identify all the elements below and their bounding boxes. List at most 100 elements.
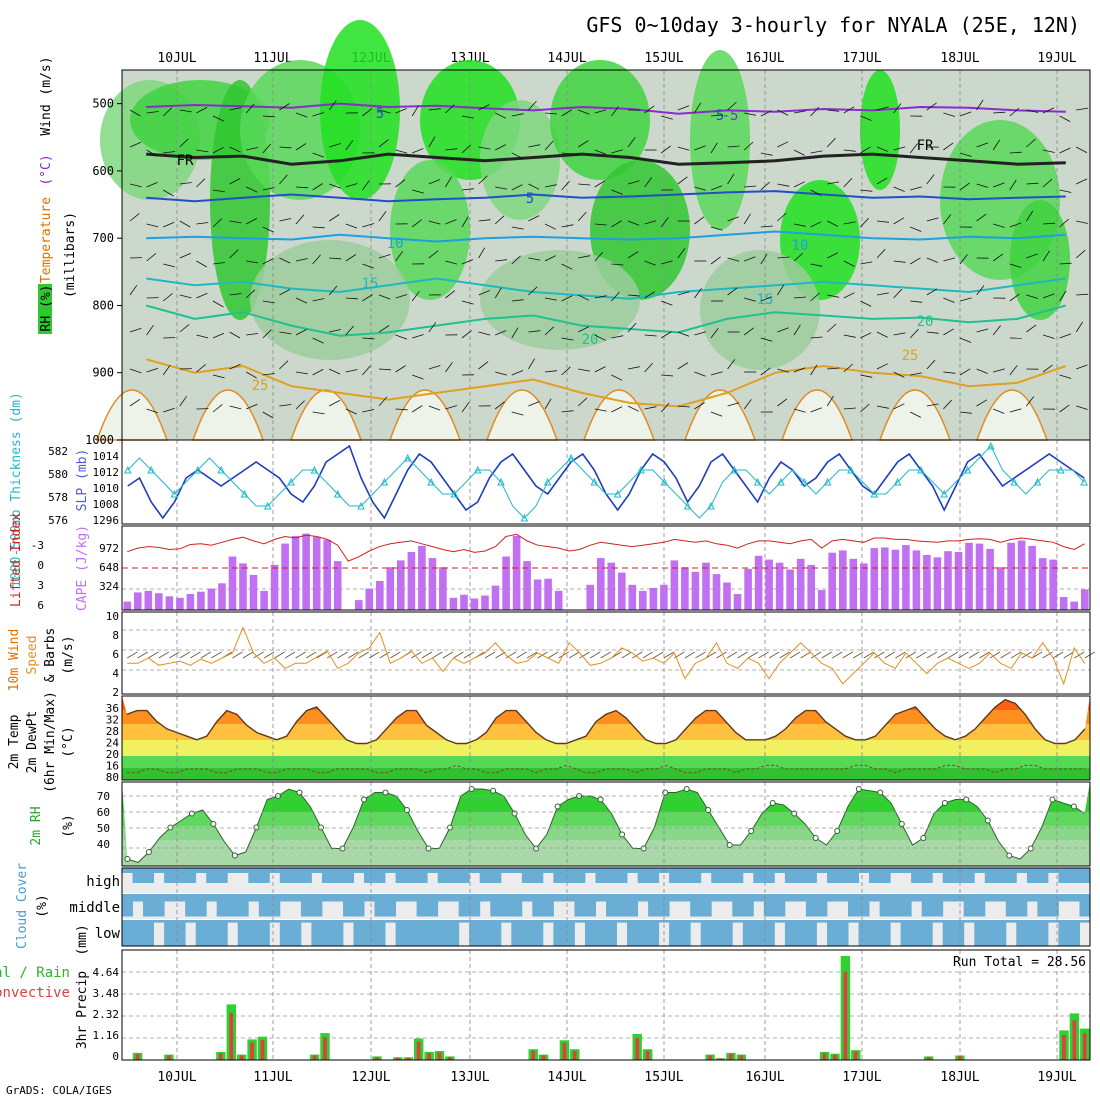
- wind-barb: [601, 652, 611, 658]
- cloud-bar: [711, 894, 722, 902]
- cloud-bar: [469, 868, 480, 873]
- precip-legend-total: Total / Rain: [0, 965, 70, 981]
- cloud-bar: [596, 894, 607, 902]
- cloud-bar: [490, 920, 501, 946]
- y-tick-label: 1000: [85, 433, 114, 447]
- cloud-bar: [1016, 868, 1027, 873]
- precip-convective-bar: [427, 1053, 431, 1060]
- cape-bar: [713, 574, 721, 610]
- minmax-axis-label: (6hr Min/Max): [43, 691, 58, 793]
- y-tick-label: 500: [92, 97, 114, 111]
- cloud-bar: [417, 920, 428, 946]
- precip-convective-bar: [250, 1043, 254, 1061]
- cloud-bar: [722, 894, 733, 902]
- wind-barb: [748, 652, 758, 658]
- cloud-bar: [290, 920, 301, 946]
- cloud-bar: [227, 894, 238, 917]
- precip-convective-bar: [573, 1051, 577, 1060]
- wind-barb: [759, 652, 769, 658]
- cape-bar: [471, 599, 479, 611]
- temp-axis-label: 2m Temp: [7, 714, 22, 769]
- wind-barb: [1032, 652, 1042, 658]
- cloud-bar: [1069, 920, 1080, 946]
- date-tick-label: 11JUL: [253, 1070, 292, 1085]
- cape-bar: [313, 537, 321, 610]
- cape-bar: [597, 558, 605, 610]
- temp-band: [122, 756, 1090, 768]
- contour-label: 25: [902, 348, 919, 364]
- contour-label: 20: [582, 332, 599, 348]
- date-tick-label: 12JUL: [351, 1070, 390, 1085]
- rh-marker: [964, 797, 969, 802]
- li-tick-label: 0: [37, 559, 44, 572]
- rh-marker: [319, 825, 324, 830]
- cloud-bar: [795, 868, 806, 883]
- cloud-bar: [469, 894, 480, 917]
- cape-bar: [944, 551, 952, 610]
- cloud-bar: [375, 920, 386, 946]
- cloud-bar: [480, 920, 491, 946]
- precip-convective-bar: [542, 1055, 546, 1060]
- temp-band: [122, 740, 1090, 756]
- cloud-bar: [564, 920, 575, 946]
- wind-tick-label: 10: [106, 610, 119, 623]
- cloud-bar: [459, 920, 470, 923]
- wind-barb: [948, 652, 958, 658]
- cloud-bar: [1037, 920, 1048, 946]
- cloud-bar: [732, 868, 743, 883]
- cloud-bar: [648, 920, 659, 946]
- cape-bar: [650, 588, 658, 610]
- cape-bar: [376, 581, 384, 610]
- li-line: [127, 534, 1084, 561]
- cloud-bar: [806, 894, 817, 917]
- date-tick-label: 18JUL: [940, 51, 979, 66]
- wind-barb: [190, 652, 200, 658]
- slp-tick-label: 1296: [93, 514, 120, 527]
- cloud-bar: [301, 894, 312, 917]
- precip-convective-bar: [167, 1055, 171, 1060]
- cape-bar: [818, 590, 826, 610]
- wind-barb: [769, 652, 779, 658]
- li-tick-label: 3: [37, 579, 44, 592]
- cloud-bar: [196, 894, 207, 917]
- cape-bar: [366, 589, 374, 610]
- cloud-bar: [838, 868, 849, 883]
- cape-bar: [629, 585, 637, 610]
- precip-convective-bar: [531, 1051, 535, 1060]
- rh-marker: [942, 801, 947, 806]
- cloud-bar: [974, 920, 985, 946]
- cloud-bar: [1058, 894, 1069, 902]
- cape-bar: [387, 567, 395, 610]
- rh-shading: [700, 250, 820, 370]
- cloud-bar: [922, 894, 933, 917]
- cloud-bar: [901, 920, 912, 946]
- cloud-bar: [196, 920, 207, 946]
- cloud-bar: [617, 868, 628, 883]
- cloud-bar: [343, 920, 354, 923]
- cape-bar: [860, 563, 868, 610]
- cape-bar: [260, 591, 268, 610]
- rh-shading: [480, 250, 640, 350]
- cape-bar: [1081, 589, 1089, 610]
- cloud-bar: [248, 920, 259, 946]
- cloud-bar: [995, 920, 1006, 946]
- wind-barb: [232, 652, 242, 658]
- cloud-bar: [722, 920, 733, 946]
- cloud-bar: [1037, 894, 1048, 917]
- precip-tick-label: 4.64: [93, 966, 120, 979]
- temp-tick-label: 80: [106, 771, 119, 784]
- wind-barb: [138, 652, 148, 658]
- precip-convective-bar: [646, 1051, 650, 1060]
- cape-bar: [997, 567, 1005, 610]
- rh-marker: [1071, 804, 1076, 809]
- cloud-bar: [848, 920, 859, 923]
- rh-marker: [534, 846, 539, 851]
- wind-tick-label: 2: [112, 686, 119, 699]
- cloud-bar: [175, 868, 186, 883]
- precip-convective-bar: [854, 1052, 858, 1060]
- contour-label: 20: [917, 314, 934, 330]
